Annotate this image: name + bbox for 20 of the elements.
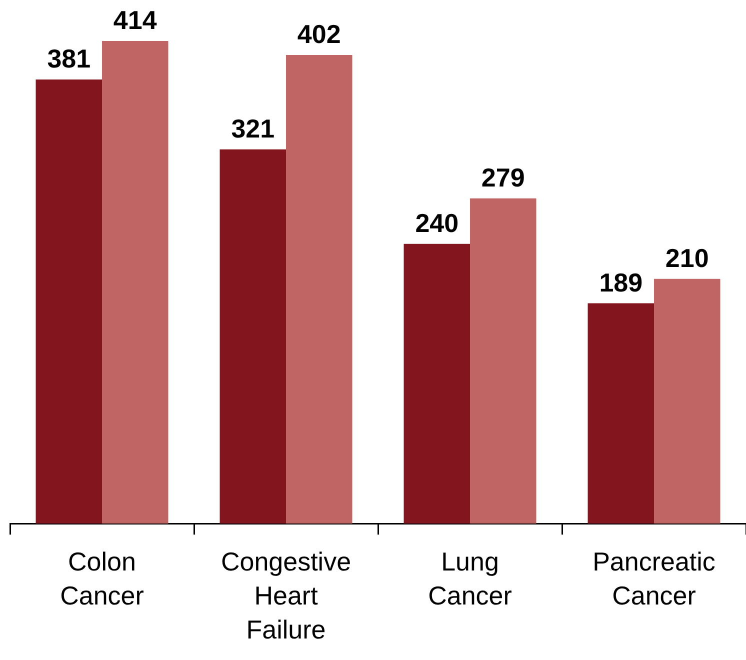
x-tick-label: Lung Cancer bbox=[428, 546, 512, 610]
bar bbox=[470, 198, 536, 524]
data-label: 402 bbox=[297, 19, 341, 50]
x-tick-label: Pancreatic Cancer bbox=[592, 546, 716, 610]
bar bbox=[654, 278, 720, 524]
x-tick-label: Congestive Heart Failure bbox=[220, 546, 352, 644]
data-label: 321 bbox=[231, 114, 275, 144]
bar bbox=[220, 149, 286, 524]
bar bbox=[588, 303, 654, 524]
bar bbox=[286, 55, 352, 524]
data-label: 240 bbox=[415, 208, 459, 238]
bar bbox=[102, 41, 168, 524]
data-label: 210 bbox=[665, 242, 709, 273]
data-label: 381 bbox=[47, 44, 91, 74]
bar bbox=[36, 79, 102, 524]
bar bbox=[404, 244, 470, 524]
data-label: 279 bbox=[481, 162, 525, 193]
data-label: 414 bbox=[113, 5, 158, 36]
data-label: 189 bbox=[599, 267, 643, 298]
x-tick-label: Colon Cancer bbox=[60, 546, 144, 610]
